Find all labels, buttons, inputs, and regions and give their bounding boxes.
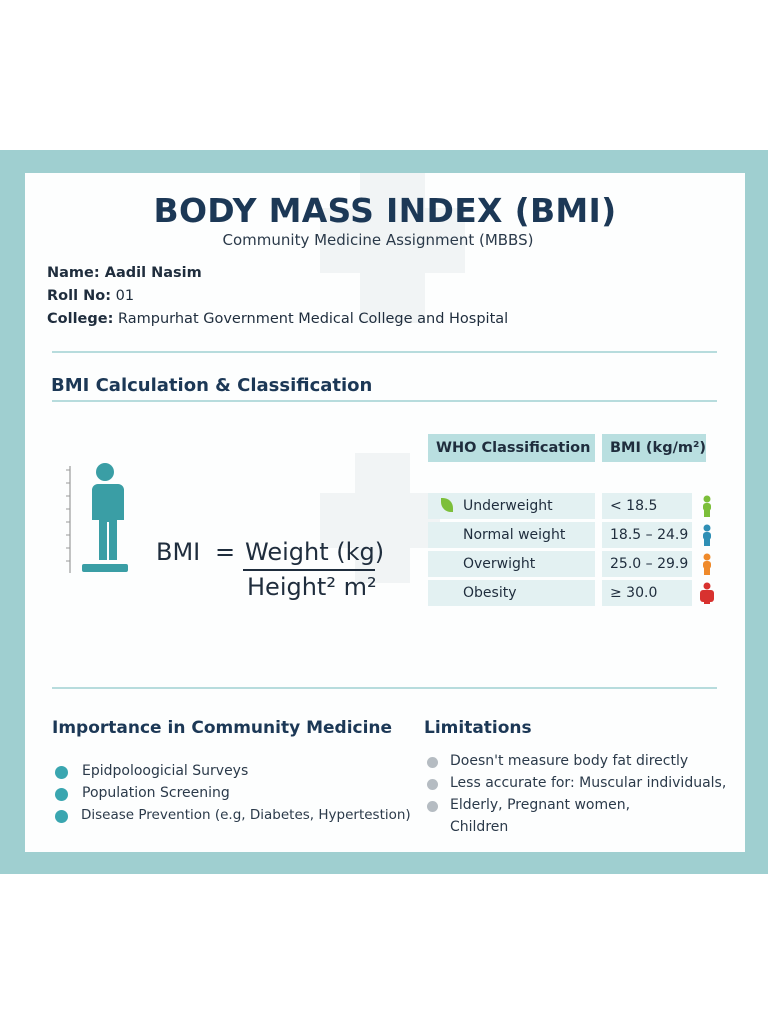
person-icon-graphic (703, 524, 711, 546)
table-cell: Obesity (428, 580, 595, 606)
list-item: Elderly, Pregnant women, (450, 797, 631, 813)
person-icon (699, 524, 715, 546)
college-field: College: Rampurhat Government Medical Co… (47, 311, 508, 327)
table-cell: ≥ 30.0 (602, 580, 692, 606)
check-icon (55, 810, 68, 823)
list-item: Less accurate for: Muscular individuals, (450, 775, 727, 791)
table-cell: Normal weight (428, 522, 595, 548)
field-label: Name: (47, 265, 100, 281)
fraction-bar (243, 569, 375, 571)
person-icon (699, 553, 715, 575)
formula-lhs: BMI (156, 538, 201, 566)
formula-numerator: Weight (kg) (245, 538, 385, 566)
person-figure (66, 463, 128, 573)
check-icon (55, 766, 68, 779)
table-header: BMI (kg/m²) (602, 434, 706, 462)
divider (52, 400, 717, 402)
check-icon (55, 788, 68, 801)
cross-icon (427, 757, 438, 768)
table-cell: < 18.5 (602, 493, 692, 519)
table-cell: 18.5 – 24.9 (602, 522, 692, 548)
person-icon-graphic (703, 495, 711, 517)
field-value: Aadil Nasim (104, 265, 202, 281)
name-field: Name: Aadil Nasim (47, 265, 202, 281)
list-item: Population Screening (82, 785, 230, 801)
formula-denominator: Height² m² (247, 573, 377, 601)
table-cell: Overwight (428, 551, 595, 577)
person-icon-graphic (700, 582, 714, 604)
section-heading: BMI Calculation & Classification (51, 375, 373, 396)
roll-field: Roll No: 01 (47, 288, 134, 304)
background-cross (360, 173, 425, 323)
divider (52, 687, 717, 689)
field-label: College: (47, 311, 114, 327)
person-icon-graphic (703, 553, 711, 575)
title: BODY MASS INDEX (BMI) (153, 191, 617, 230)
section-heading: Limitations (424, 718, 532, 738)
divider (52, 351, 717, 353)
list-item: Epidpoloogicial Surveys (82, 763, 249, 779)
section-heading: Importance in Community Medicine (52, 718, 393, 738)
table-header: WHO Classification (428, 434, 595, 462)
table-cell: Underweight (428, 493, 595, 519)
formula-equals: = (215, 538, 236, 566)
table-cell: 25.0 – 29.9 (602, 551, 692, 577)
list-item: Disease Prevention (e.g, Diabetes, Hyper… (81, 807, 411, 823)
leaf-icon (441, 498, 453, 512)
cross-icon (427, 801, 438, 812)
background-cross (355, 453, 410, 583)
card: BODY MASS INDEX (BMI) Community Medicine… (25, 173, 745, 852)
cross-icon (427, 779, 438, 790)
person-icon (699, 495, 715, 517)
list-item: Children (450, 819, 509, 835)
field-value: Rampurhat Government Medical College and… (118, 311, 509, 327)
person-icon (699, 582, 715, 604)
list-item: Doesn't measure body fat directly (450, 753, 689, 769)
field-label: Roll No: (47, 288, 112, 304)
field-value: 01 (115, 288, 135, 304)
subtitle: Community Medicine Assignment (MBBS) (222, 231, 534, 249)
